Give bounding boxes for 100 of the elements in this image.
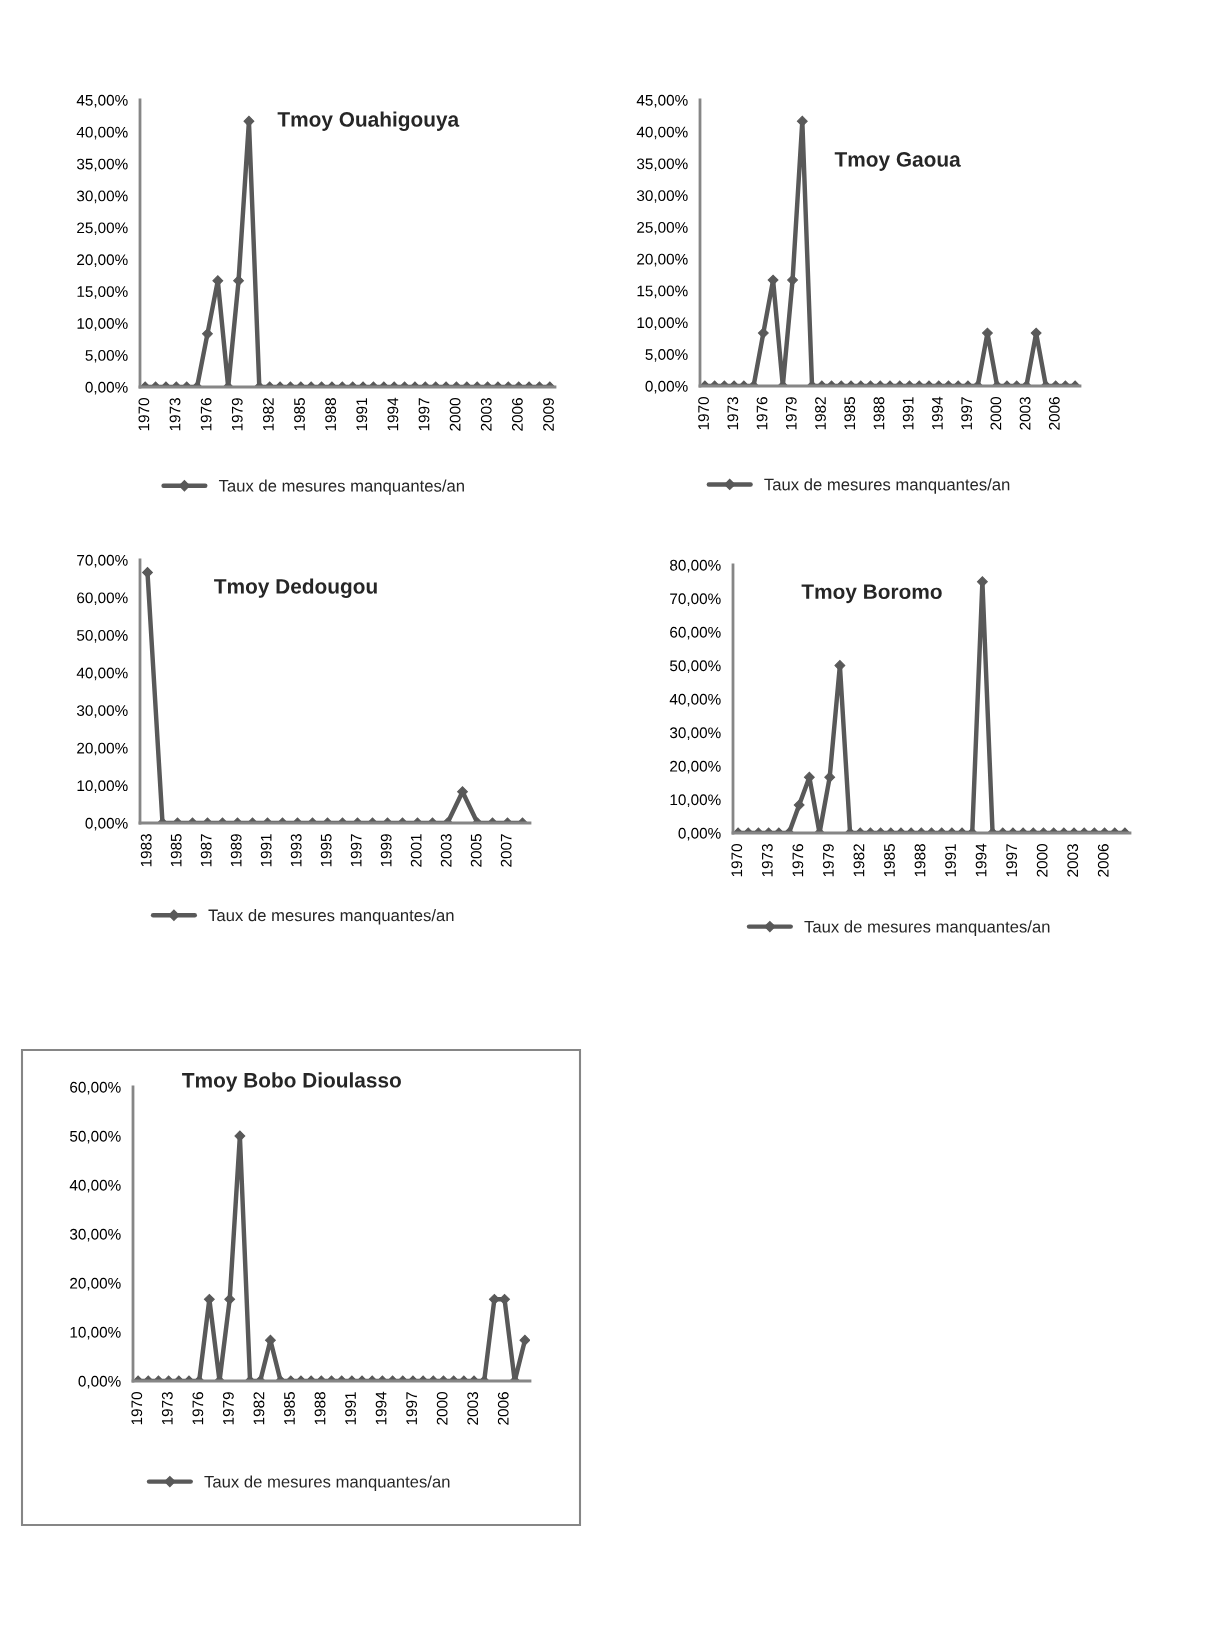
text: Tmoy Dedougou: [214, 578, 377, 598]
y-tick-label: 30,00%: [76, 190, 128, 204]
legend-label: Taux de mesures manquantes/an: [204, 1475, 450, 1491]
text: Tmoy Boromo: [801, 584, 942, 604]
x-tick-label: 1995: [320, 834, 332, 867]
x-tick-label: 2000: [436, 1392, 448, 1425]
y-tick-label: 70,00%: [670, 593, 721, 606]
x-tick-label: 1973: [761, 844, 773, 877]
x-tick-label: 1976: [792, 844, 804, 877]
x-tick-label: 1982: [815, 397, 826, 430]
x-tick-label: 1985: [294, 398, 305, 431]
x-tick-label: 1994: [375, 1391, 387, 1425]
y-tick-label: 45,00%: [636, 94, 688, 108]
y-tick-label: 30,00%: [636, 190, 688, 203]
x-tick-label: 2007: [500, 834, 512, 867]
x-tick-label: 1988: [314, 1392, 326, 1425]
y-tick-label: 10,00%: [77, 318, 128, 331]
y-tick-label: 35,00%: [76, 158, 128, 172]
x-tick-label: 1973: [161, 1392, 173, 1425]
x-tick-label: 1997: [350, 834, 362, 867]
x-tick-label: 2000: [449, 398, 461, 431]
x-tick-label: 2003: [467, 1392, 479, 1425]
x-tick-label: 1997: [406, 1392, 418, 1425]
y-tick-label: 50,00%: [69, 1130, 121, 1144]
y-tick-label: 20,00%: [70, 1277, 121, 1291]
y-tick-label: 30,00%: [69, 1228, 121, 1242]
x-tick-label: 1988: [914, 844, 926, 877]
x-tick-label: 1994: [932, 396, 943, 430]
x-tick-label: 1970: [131, 1392, 143, 1425]
y-tick-label: 35,00%: [636, 158, 688, 172]
y-tick-label: 45,00%: [76, 94, 128, 108]
x-tick-label: 2006: [497, 1392, 509, 1425]
x-tick-label: 1979: [785, 397, 797, 430]
y-tick-label: 40,00%: [69, 1179, 121, 1193]
x-tick-label: 1973: [727, 397, 739, 430]
x-tick-label: 1994: [387, 397, 399, 431]
legend-label: Taux de mesures manquantes/an: [804, 920, 1050, 936]
y-tick-label: 40,00%: [669, 693, 721, 707]
x-tick-label: 1983: [140, 834, 152, 867]
y-tick-label: 40,00%: [76, 667, 128, 681]
x-tick-label: 1982: [853, 844, 865, 877]
y-tick-label: 0,00%: [85, 381, 128, 395]
y-tick-label: 20,00%: [637, 253, 688, 267]
legend-label: Taux de mesures manquantes/an: [764, 478, 1010, 494]
x-tick-label: 2003: [1019, 397, 1031, 430]
x-tick-label: 1991: [945, 844, 956, 877]
x-tick-label: 1982: [253, 1392, 265, 1425]
x-tick-label: 2006: [1097, 844, 1109, 877]
y-tick-label: 60,00%: [70, 1081, 121, 1095]
x-tick-label: 1976: [756, 397, 768, 430]
x-tick-label: 1970: [698, 397, 709, 430]
x-tick-label: 1991: [356, 398, 368, 431]
y-tick-label: 10,00%: [670, 794, 721, 807]
x-tick-label: 1993: [290, 834, 302, 867]
x-tick-label: 1985: [170, 834, 182, 867]
y-tick-label: 50,00%: [76, 630, 128, 643]
y-tick-label: 5,00%: [85, 349, 128, 363]
y-tick-label: 15,00%: [637, 285, 688, 299]
y-tick-label: 0,00%: [645, 380, 688, 394]
x-tick-label: 1988: [873, 397, 885, 430]
y-tick-label: 20,00%: [77, 254, 128, 267]
y-tick-label: 0,00%: [78, 1375, 121, 1389]
x-tick-label: 1989: [230, 834, 242, 867]
x-tick-label: 1994: [975, 843, 987, 877]
x-tick-label: 1979: [222, 1392, 234, 1425]
x-tick-label: 2000: [990, 397, 1002, 430]
text: Tmoy Gaoua: [834, 152, 961, 171]
text: Tmoy Ouahigouya: [277, 111, 460, 131]
y-tick-label: 70,00%: [77, 554, 128, 568]
x-tick-label: 1991: [902, 397, 914, 430]
x-tick-label: 1979: [822, 844, 834, 877]
y-tick-label: 20,00%: [77, 742, 128, 756]
y-tick-label: 40,00%: [76, 126, 128, 140]
chart-title: Tmoy Bobo Dioulasso: [182, 1072, 401, 1092]
legend-label: Taux de mesures manquantes/an: [208, 909, 454, 925]
x-tick-label: 2001: [410, 834, 422, 867]
x-tick-label: 1997: [961, 397, 973, 430]
x-tick-label: 1991: [345, 1392, 356, 1425]
x-tick-label: 2000: [1036, 844, 1048, 877]
x-tick-label: 1979: [231, 398, 243, 431]
y-tick-label: 25,00%: [637, 221, 688, 235]
x-tick-label: 1991: [260, 834, 272, 867]
x-tick-label: 1999: [380, 834, 392, 867]
x-tick-label: 1997: [1006, 844, 1018, 877]
x-tick-label: 1973: [169, 398, 181, 431]
x-tick-label: 1985: [284, 1392, 295, 1425]
x-tick-label: 2003: [480, 398, 492, 431]
y-tick-label: 10,00%: [637, 317, 688, 330]
x-tick-label: 1985: [884, 844, 895, 877]
x-tick-label: 1982: [262, 398, 274, 431]
y-tick-label: 30,00%: [76, 705, 128, 718]
x-tick-label: 2005: [470, 834, 482, 867]
y-tick-label: 80,00%: [670, 559, 721, 573]
x-tick-label: 1997: [418, 398, 430, 431]
y-tick-label: 30,00%: [669, 727, 721, 740]
y-tick-label: 50,00%: [669, 660, 721, 673]
y-tick-label: 5,00%: [645, 349, 688, 362]
x-tick-label: 2003: [440, 834, 452, 867]
x-tick-label: 1988: [325, 398, 337, 431]
x-tick-label: 1976: [200, 398, 212, 431]
